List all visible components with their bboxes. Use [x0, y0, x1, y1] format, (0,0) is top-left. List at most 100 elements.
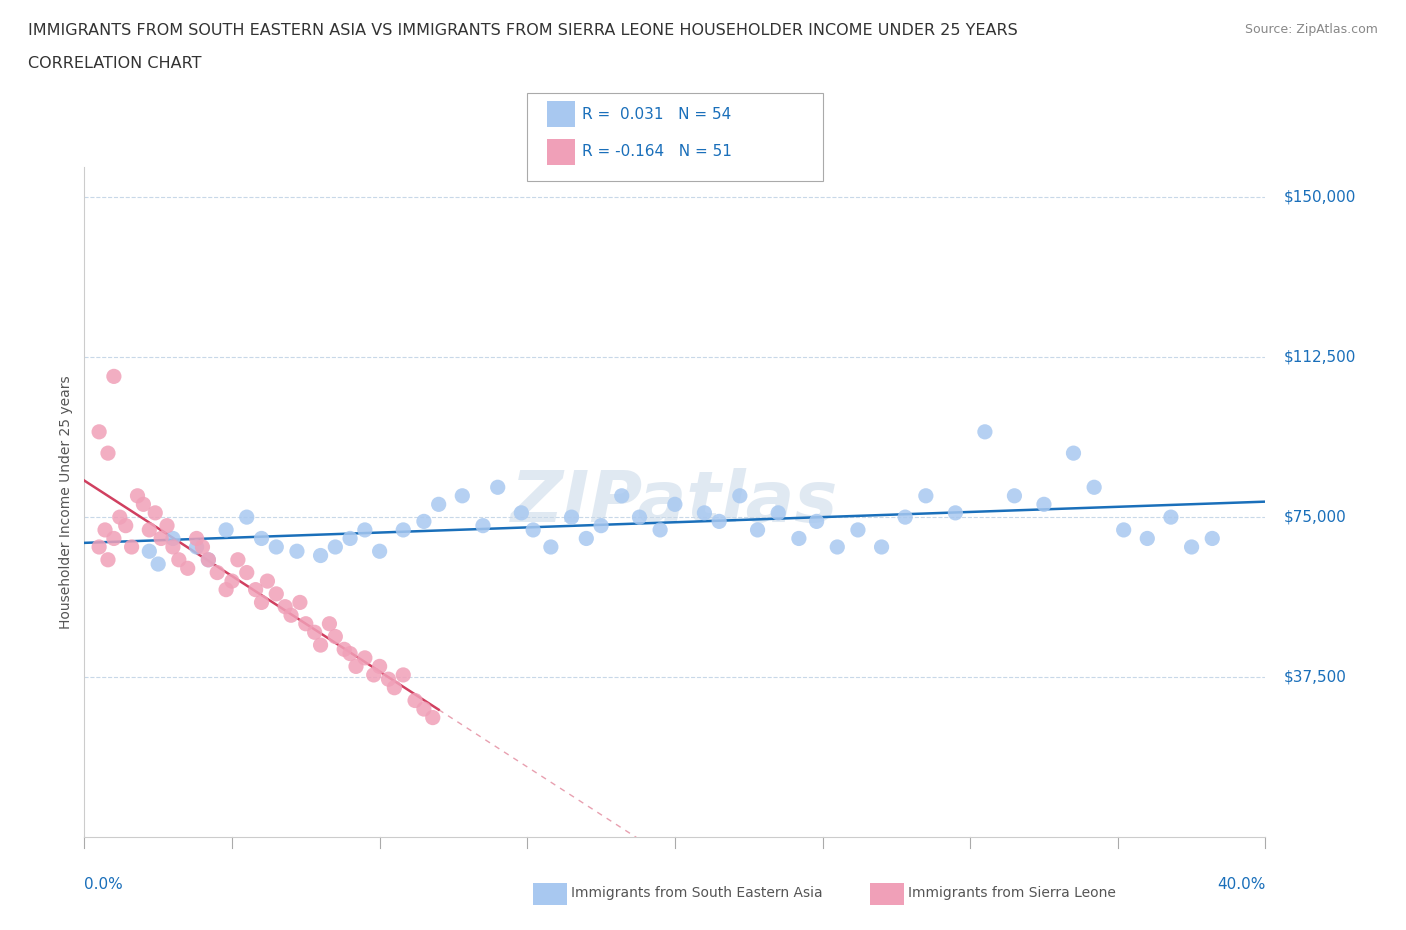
Point	[610, 488, 633, 503]
Point	[97, 445, 120, 460]
Point	[973, 424, 995, 439]
Point	[132, 497, 155, 512]
Point	[318, 617, 340, 631]
Point	[285, 544, 308, 559]
Point	[368, 544, 391, 559]
Point	[451, 488, 474, 503]
Point	[1004, 488, 1026, 503]
Point	[215, 582, 238, 597]
Point	[97, 552, 120, 567]
Point	[392, 523, 415, 538]
Point	[787, 531, 810, 546]
Point	[914, 488, 936, 503]
Point	[127, 488, 149, 503]
Point	[510, 505, 533, 520]
Point	[264, 587, 288, 602]
Point	[522, 523, 544, 538]
Point	[392, 668, 415, 683]
Point	[806, 514, 828, 529]
Point	[250, 531, 273, 546]
Point	[177, 561, 200, 576]
Point	[148, 556, 170, 571]
Point	[304, 625, 326, 640]
Text: Immigrants from South Eastern Asia: Immigrants from South Eastern Asia	[571, 885, 823, 900]
Point	[274, 599, 297, 614]
Point	[162, 531, 184, 546]
Point	[382, 680, 406, 695]
Text: Source: ZipAtlas.com: Source: ZipAtlas.com	[1244, 23, 1378, 36]
Point	[103, 531, 125, 546]
Point	[114, 518, 136, 533]
Point	[693, 505, 716, 520]
Point	[728, 488, 751, 503]
Point	[363, 668, 385, 683]
Point	[1201, 531, 1223, 546]
Point	[427, 497, 450, 512]
Point	[264, 539, 288, 554]
Text: $75,000: $75,000	[1284, 510, 1347, 525]
Point	[87, 539, 111, 554]
Text: CORRELATION CHART: CORRELATION CHART	[28, 56, 201, 71]
Point	[103, 369, 125, 384]
Point	[870, 539, 893, 554]
Point	[167, 552, 190, 567]
Point	[323, 539, 347, 554]
Point	[846, 523, 869, 538]
Point	[138, 544, 160, 559]
Point	[339, 646, 361, 661]
Text: $150,000: $150,000	[1284, 190, 1357, 205]
Point	[1063, 445, 1085, 460]
Point	[575, 531, 598, 546]
Point	[205, 565, 228, 580]
Point	[1032, 497, 1054, 512]
Point	[709, 514, 731, 529]
Point	[143, 505, 166, 520]
Point	[1180, 539, 1202, 554]
Text: ZIPatlas: ZIPatlas	[512, 468, 838, 537]
Point	[422, 711, 444, 725]
Point	[648, 523, 672, 538]
Point	[323, 629, 347, 644]
Point	[186, 531, 208, 546]
Text: $112,500: $112,500	[1284, 350, 1357, 365]
Point	[339, 531, 361, 546]
Point	[288, 595, 311, 610]
Point	[94, 523, 117, 538]
Point	[354, 523, 377, 538]
Text: $37,500: $37,500	[1284, 670, 1347, 684]
Point	[945, 505, 967, 520]
Point	[108, 510, 131, 525]
Text: Immigrants from Sierra Leone: Immigrants from Sierra Leone	[908, 885, 1116, 900]
Point	[664, 497, 686, 512]
Point	[186, 539, 208, 554]
Point	[87, 424, 111, 439]
Point	[377, 671, 399, 686]
Point	[250, 595, 273, 610]
Point	[309, 638, 332, 653]
Point	[138, 523, 160, 538]
Y-axis label: Householder Income Under 25 years: Householder Income Under 25 years	[59, 376, 73, 629]
Point	[280, 608, 302, 623]
Text: 0.0%: 0.0%	[84, 877, 124, 892]
Point	[827, 539, 849, 554]
Point	[221, 574, 243, 589]
Point	[591, 518, 613, 533]
Point	[1112, 523, 1135, 538]
Point	[156, 518, 179, 533]
Point	[235, 510, 259, 525]
Point	[747, 523, 769, 538]
Point	[309, 548, 332, 563]
Text: R =  0.031   N = 54: R = 0.031 N = 54	[582, 107, 731, 122]
Point	[1136, 531, 1159, 546]
Point	[472, 518, 495, 533]
Point	[226, 552, 249, 567]
Point	[413, 514, 436, 529]
Point	[354, 650, 377, 665]
Point	[121, 539, 143, 554]
Point	[628, 510, 651, 525]
Point	[486, 480, 509, 495]
Point	[1160, 510, 1182, 525]
Point	[197, 552, 219, 567]
Point	[245, 582, 267, 597]
Point	[368, 659, 391, 674]
